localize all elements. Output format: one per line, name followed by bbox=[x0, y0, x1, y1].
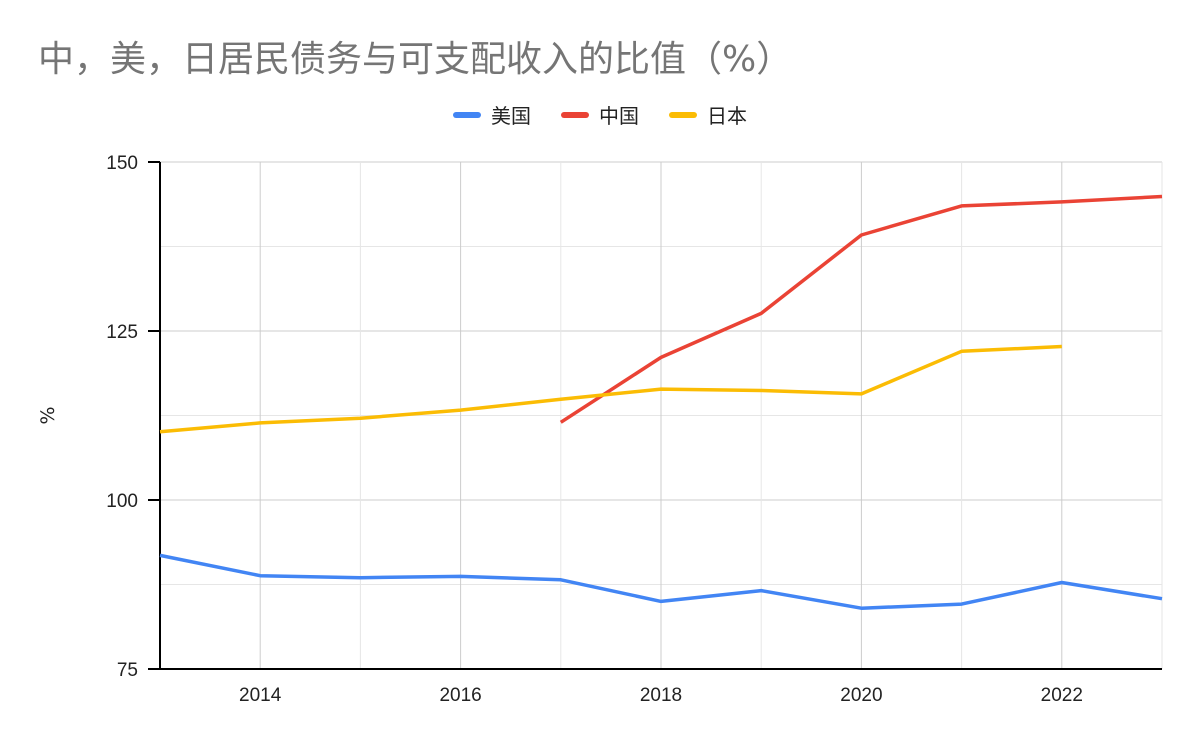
y-tick-label: 75 bbox=[117, 660, 138, 681]
legend-swatch-japan bbox=[669, 111, 697, 118]
axes bbox=[148, 161, 1162, 670]
x-tick-label: 2022 bbox=[1041, 685, 1083, 706]
y-axis-label: % bbox=[37, 406, 59, 424]
axis-labels: 150 125 100 75 2014 2016 2018 2020 2022% bbox=[37, 153, 1083, 706]
legend-item-us[interactable]: 美国 bbox=[453, 100, 531, 129]
legend-item-china[interactable]: 中国 bbox=[561, 100, 639, 129]
y-tick-label: 125 bbox=[106, 322, 138, 343]
series-line-china[interactable] bbox=[559, 194, 1163, 424]
legend-label-china: 中国 bbox=[599, 104, 639, 128]
legend-swatch-china bbox=[561, 111, 589, 118]
x-tick-label: 2020 bbox=[840, 685, 882, 706]
legend-label-japan: 日本 bbox=[707, 104, 747, 128]
series-lines bbox=[159, 194, 1163, 610]
legend-label-us: 美国 bbox=[491, 104, 531, 128]
legend-item-japan[interactable]: 日本 bbox=[669, 100, 747, 129]
x-tick-label: 2018 bbox=[640, 685, 682, 706]
x-tick-label: 2016 bbox=[439, 685, 481, 706]
x-tick-label: 2014 bbox=[239, 685, 282, 706]
chart-title: 中，美，日居民债务与可支配收入的比值（%） bbox=[38, 39, 793, 80]
series-line-japan[interactable] bbox=[159, 344, 1062, 434]
series-line-us[interactable] bbox=[159, 553, 1163, 610]
y-tick-label: 100 bbox=[106, 491, 138, 512]
y-tick-label: 150 bbox=[106, 153, 138, 174]
legend: 美国 中国 日本 bbox=[0, 100, 1200, 129]
legend-swatch-us bbox=[453, 111, 481, 118]
